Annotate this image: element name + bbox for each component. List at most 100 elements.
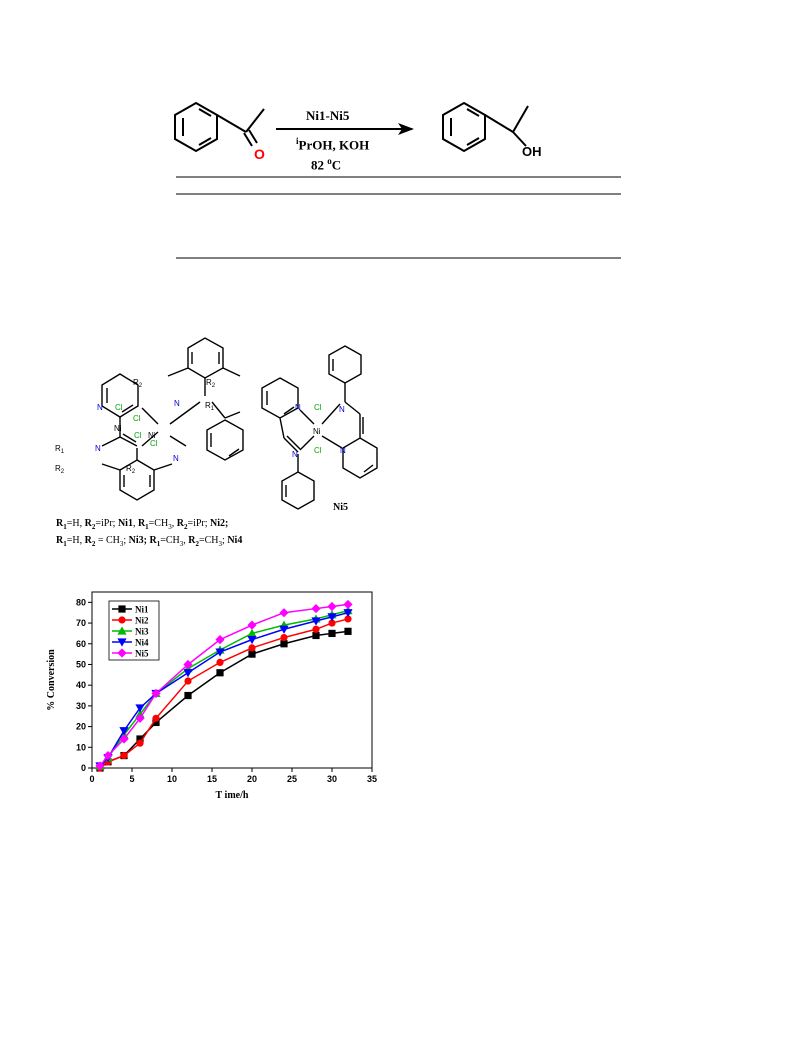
x-tick-label: 10 (167, 774, 177, 784)
temp-unit: C (331, 157, 342, 173)
legend-label: Ni5 (135, 649, 149, 659)
x-tick-label: 5 (129, 774, 134, 784)
chart-x-axis-label: T ime/h (216, 790, 249, 801)
caption-run: R (188, 535, 196, 546)
data-point (184, 691, 192, 700)
data-point (248, 650, 256, 658)
reactant-oxygen-label: O (254, 146, 265, 162)
atom-n-5: N (295, 403, 301, 412)
data-point (183, 669, 193, 678)
legend-label: Ni4 (135, 638, 149, 648)
x-tick-label: 35 (367, 774, 377, 784)
data-point (136, 735, 144, 743)
caption-run: , (171, 518, 177, 529)
catalyst-label: Ni1-Ni5 (306, 108, 350, 123)
data-point (343, 609, 353, 618)
caption-run: R (137, 518, 146, 529)
caption-run: =H, (66, 535, 85, 546)
caption-run: 3 (218, 540, 223, 548)
data-point (215, 635, 225, 645)
caption-run: R (84, 535, 92, 546)
atom-cl-5: Cl (314, 403, 322, 412)
product-hydroxyl-text: OH (522, 144, 542, 159)
caption-run: 1 (63, 540, 67, 548)
caption-run: , (183, 535, 189, 546)
temperature-label: 82 oC (311, 156, 341, 173)
caption-run: 3 (179, 540, 184, 548)
data-point (279, 608, 289, 618)
legend-label: Ni2 (135, 616, 149, 626)
caption-run: R (149, 535, 157, 546)
data-point (152, 718, 160, 727)
data-point (247, 620, 257, 630)
data-point (344, 627, 352, 635)
y-tick-label: 40 (76, 680, 86, 690)
temp-sup: o (327, 156, 332, 166)
data-point (119, 727, 129, 736)
data-point (248, 644, 256, 652)
atom-ni-3: Ni (313, 427, 321, 436)
caption-run: 3 (119, 540, 124, 548)
x-tick-label: 0 (89, 774, 94, 784)
data-point (327, 613, 337, 622)
data-point (136, 739, 144, 747)
data-point (120, 751, 128, 760)
phenylethanol-structure (442, 101, 529, 153)
data-point (312, 631, 320, 640)
caption-run: 2 (183, 523, 188, 531)
data-point (328, 629, 336, 638)
caption-run: 1 (63, 523, 67, 531)
data-point (216, 669, 224, 677)
caption-run: =iPr; (95, 518, 118, 529)
complex-caption-line1: R1=H, R2=iPr; Ni1, R1=CH3, R2=iPr; Ni2; (56, 518, 228, 531)
data-point (247, 628, 257, 638)
temp-value: 82 (311, 157, 328, 173)
series-ni2 (96, 615, 352, 772)
atom-cl-1: Cl (115, 403, 123, 412)
atom-cl-4: Cl (150, 439, 158, 448)
y-tick-label: 60 (76, 639, 86, 649)
product-hydroxyl-label: OH (522, 144, 542, 159)
complex-caption-line2: R1=H, R2 = CH3; Ni3; R1=CH3, R2=CH3; Ni4 (56, 535, 242, 548)
atom-n-4: N (173, 454, 179, 463)
atom-ni-2: Ni (148, 431, 156, 440)
data-point (117, 626, 127, 635)
caption-run: , (132, 518, 138, 529)
caption-run: ; (123, 535, 129, 546)
legend-label: Ni3 (135, 627, 149, 637)
data-point (280, 633, 288, 642)
ni5-label: Ni5 (333, 502, 348, 513)
caption-run: Ni1 (117, 518, 133, 529)
chart-y-axis-label: % Conversion (46, 649, 57, 711)
caption-run: R (56, 518, 64, 529)
caption-run: Ni3; (128, 535, 150, 546)
y-tick-label: 80 (76, 597, 86, 607)
data-point (135, 704, 145, 713)
data-point (311, 617, 321, 626)
caption-run: 3 (168, 523, 172, 531)
caption-run: =iPr; (187, 518, 211, 529)
chart-axes: 0 5 10 15 20 25 30 35 0 10 20 30 40 50 60 70 80 (76, 591, 377, 784)
caption-run: R (176, 518, 184, 529)
caption-run: 2 (91, 523, 96, 531)
data-point (118, 605, 126, 613)
series-ni4 (95, 609, 353, 771)
conditions-sup: i (296, 136, 299, 146)
data-point (117, 638, 127, 647)
caption-run: Ni4 (227, 535, 243, 546)
atom-n-2: N (95, 444, 101, 453)
caption-run: 1 (145, 523, 149, 531)
caption-run: R (56, 535, 64, 546)
atom-r2-4: R2 (206, 378, 216, 389)
x-tick-label: 30 (327, 774, 337, 784)
atom-r2-3: R2 (133, 378, 143, 389)
plot-frame (91, 591, 373, 769)
atom-r2-1: R2 (55, 464, 65, 475)
complex-structures: N N Ni Ni Cl Cl Cl Cl N N R1 R2 R2 R2 R2… (55, 337, 378, 510)
data-point (279, 625, 289, 634)
atom-n-8: N (340, 446, 346, 455)
atom-n-7: N (339, 405, 345, 414)
caption-run: =H, (66, 518, 85, 529)
atom-cl-3: Cl (134, 431, 142, 440)
